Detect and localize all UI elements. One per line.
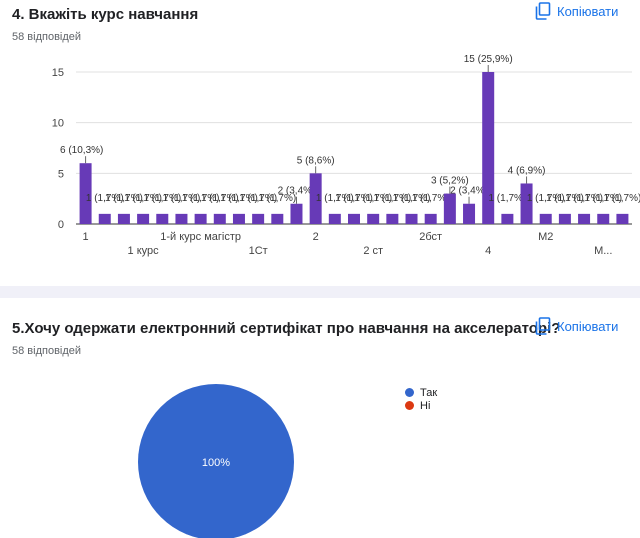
bar [328,213,341,224]
bar [482,72,495,224]
data-label: 1 (1,7%) [488,193,526,204]
copy-icon [535,2,551,20]
data-label: 1 (1,7%) [182,193,220,204]
bar [156,213,169,224]
copy-button-label: Копіювати [557,318,619,334]
x-tick-label: 4 [485,245,491,257]
data-label: 1 (1,7%) [527,193,565,204]
data-label: 1 (1,7%) [163,193,201,204]
y-tick-label: 15 [52,67,64,79]
response-count: 58 відповідей [12,31,82,43]
legend-dot-icon [405,401,414,410]
bar [117,213,130,224]
data-label: 1 (1,7%) [220,193,258,204]
bar [367,213,380,224]
y-tick-label: 5 [58,168,64,180]
bar [578,213,591,224]
legend-dot-icon [405,388,414,397]
bar [405,213,418,224]
data-label: 1 (1,7%) [239,193,277,204]
bar [443,193,456,224]
x-tick-label: 1 курс [128,245,160,257]
bar [539,213,552,224]
bar [616,213,629,224]
question-card-4: 4. Вкажіть курс навчання 58 відповідей К… [12,2,640,257]
y-tick-label: 10 [52,118,64,130]
data-label: 1 (1,7%) [354,193,392,204]
data-label: 1 (1,7%) [201,193,239,204]
bar [232,213,245,224]
x-tick-label: М2 [538,231,553,243]
bar [252,213,265,224]
bar [290,203,303,224]
data-label: 1 (1,7%) [373,193,411,204]
bar [520,183,533,224]
bar [79,163,92,224]
bar [194,213,207,224]
bar [309,173,322,224]
data-label: 1 (1,7%) [316,193,354,204]
legend-item-ni[interactable]: Ні [405,399,437,412]
x-tick-label: 2бст [419,231,442,243]
bar [137,213,150,224]
x-tick-label: 1 [83,231,89,243]
data-label: 1 (1,7%) [143,193,181,204]
data-label: 1 (1,7%) [124,193,162,204]
data-label: 2 (3,4%) [278,186,316,197]
data-label: 6 (10,3%) [60,145,103,156]
data-label: 1 (1,7%) [393,193,431,204]
copy-button[interactable]: Копіювати [535,317,618,335]
x-tick-label: 2 ст [363,245,383,257]
bar [348,213,360,224]
data-label: 1 (1,7%) [335,193,373,204]
data-label: 3 (5,2%) [431,176,469,187]
x-tick-label: 1-й курс магістр [160,231,241,243]
question-title: 5.Хочу одержати електронний сертифікат п… [12,320,561,337]
bar [98,213,111,224]
copy-button[interactable]: Копіювати [535,2,618,20]
data-label: 1 (1,7%) [604,193,640,204]
pie-legend: Так Ні [405,386,437,412]
bar [386,213,399,224]
question-card-5: 5.Хочу одержати електронний сертифікат п… [0,298,640,538]
bar [271,213,284,224]
data-label: 15 (25,9%) [464,54,513,65]
data-label: 1 (1,7%) [565,193,603,204]
data-label: 1 (1,7%) [546,193,584,204]
data-label: 4 (6,9%) [508,165,546,176]
bar [463,203,476,224]
legend-label: Так [420,386,438,399]
legend-item-tak[interactable]: Так [405,386,437,399]
x-tick-label: 2 [313,231,319,243]
data-label: 5 (8,6%) [297,155,335,166]
data-label: 1 (1,7%) [105,193,143,204]
data-label: 1 (1,7%) [412,193,450,204]
legend-label: Ні [420,399,431,412]
data-label: 1 (1,7%) [258,193,296,204]
copy-icon [535,317,551,335]
question-title: 4. Вкажіть курс навчання [12,6,199,23]
data-label: 1 (1,7%) [584,193,622,204]
y-tick-label: 0 [58,219,64,231]
bar [558,213,571,224]
bar [213,213,226,224]
bar [597,213,610,224]
x-tick-label: 1Ст [249,245,268,257]
data-label: 2 (3,4%) [450,186,488,197]
bar [424,213,437,224]
bar [501,213,514,224]
copy-button-label: Копіювати [557,3,619,19]
bar [175,213,188,224]
x-tick-label: М... [594,245,612,257]
response-count: 58 відповідей [12,345,82,357]
data-label: 1 (1,7%) [86,193,124,204]
section-divider [0,286,640,298]
